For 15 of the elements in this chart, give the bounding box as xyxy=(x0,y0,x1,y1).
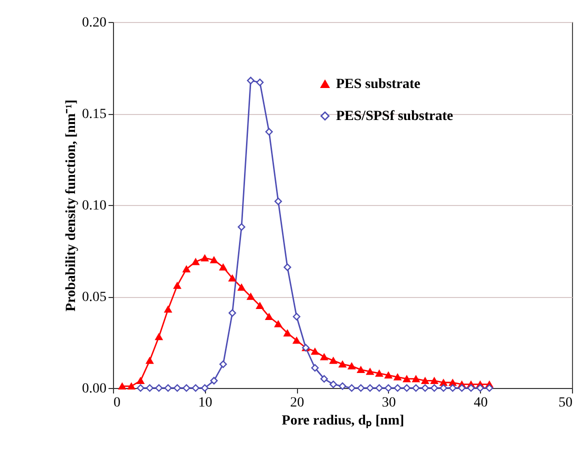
y-tick-label: 0.15 xyxy=(82,107,106,122)
x-axis-title: Pore radius, dₚ [nm] xyxy=(282,414,404,428)
legend-label: PES substrate xyxy=(336,77,420,92)
x-tick-label: 30 xyxy=(382,396,396,410)
y-tick-label: 0.00 xyxy=(82,382,106,396)
x-tick-label: 20 xyxy=(290,396,304,410)
legend-label: PES/SPSf substrate xyxy=(336,109,454,124)
x-tick-label: 10 xyxy=(198,396,212,410)
x-tick-label: 0 xyxy=(114,396,120,410)
y-tick-label: 0.10 xyxy=(82,198,106,214)
y-axis-title: Probability density function, [nm⁻¹] xyxy=(64,100,79,312)
y-tick-label: 0.20 xyxy=(82,16,106,30)
x-tick-label: 40 xyxy=(474,396,488,410)
y-tick-label: 0.05 xyxy=(82,290,106,305)
x-tick-label: 50 xyxy=(558,396,572,410)
